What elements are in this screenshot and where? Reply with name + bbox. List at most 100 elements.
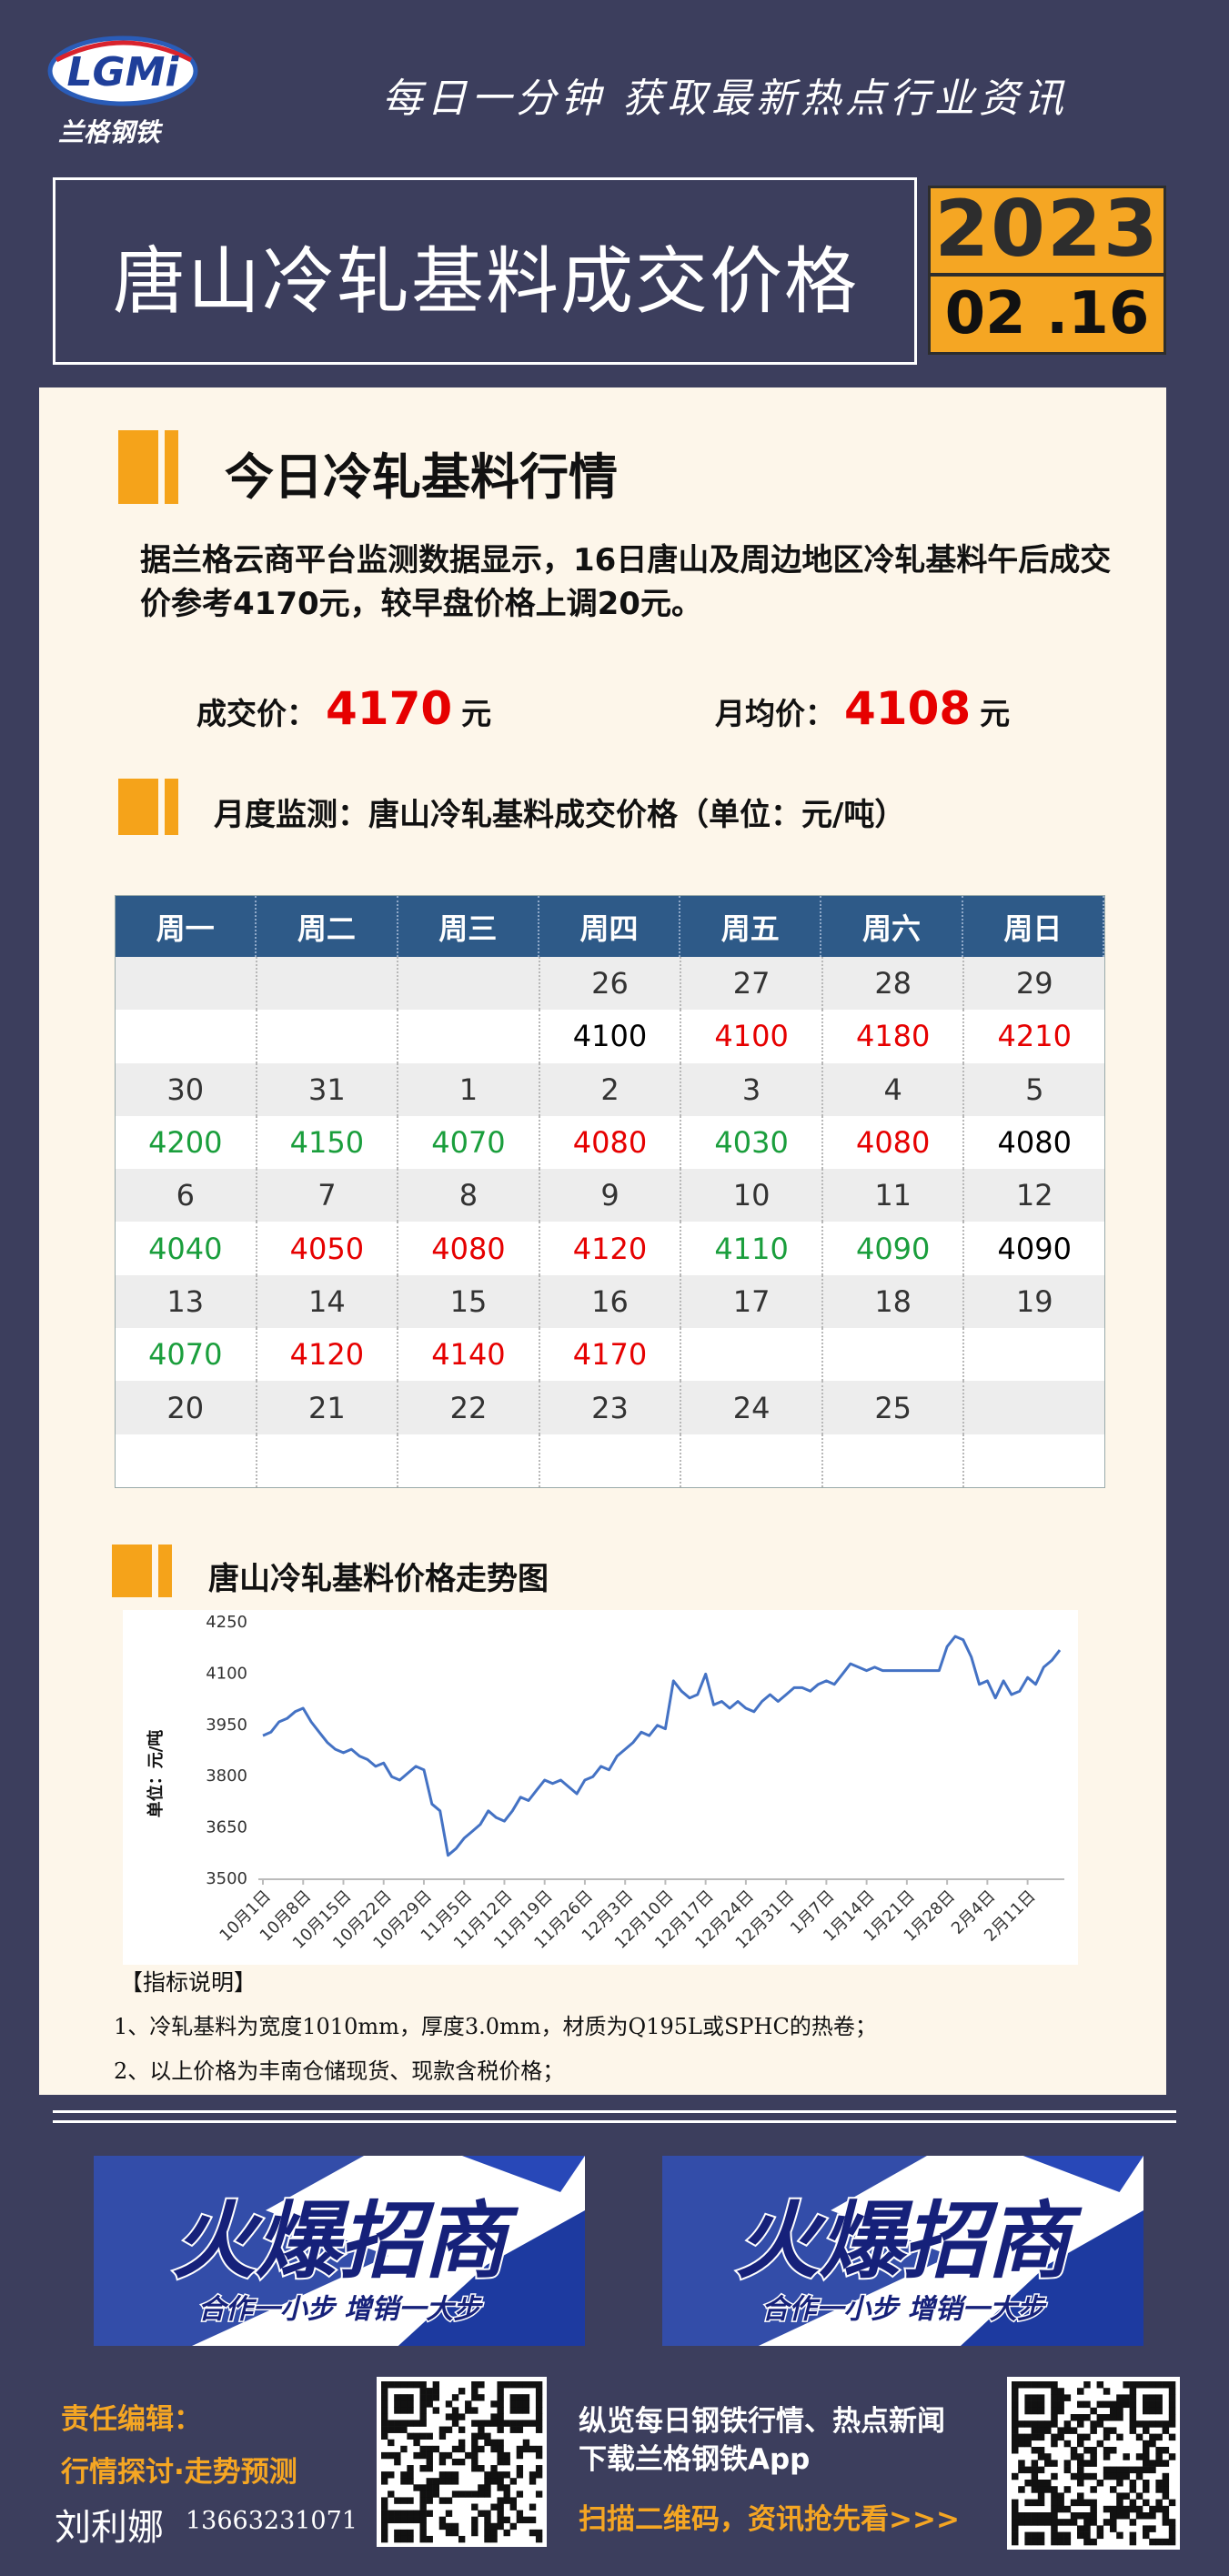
ink-splash	[462, 2156, 585, 2192]
qr-module	[1116, 2512, 1123, 2520]
qr-module	[1149, 2505, 1156, 2513]
qr-module	[1143, 2453, 1150, 2460]
table-cell: 10	[681, 1169, 823, 1223]
qr-module	[1037, 2400, 1045, 2409]
qr-module	[400, 2478, 408, 2485]
qr-module	[1012, 2472, 1019, 2480]
qr-module	[1051, 2505, 1058, 2513]
ad-title: 火爆招商	[172, 2192, 519, 2289]
qr-module	[1116, 2407, 1123, 2415]
qr-module	[1162, 2492, 1170, 2500]
qr-module	[1018, 2420, 1025, 2428]
qr-module	[1090, 2447, 1097, 2454]
qr-module	[1162, 2427, 1170, 2434]
qr-module	[1031, 2512, 1039, 2520]
qr-module	[1149, 2407, 1156, 2415]
qr-module	[1090, 2538, 1097, 2546]
editor-topic: 行情探讨·走势预测	[61, 2456, 297, 2489]
qr-module	[1110, 2486, 1117, 2493]
qr-module	[445, 2529, 453, 2537]
qr-module	[407, 2471, 414, 2479]
table-cell: 17	[681, 1274, 823, 1329]
qr-module	[1116, 2433, 1123, 2441]
qr-module	[1103, 2453, 1111, 2460]
qr-module	[1110, 2400, 1117, 2409]
qr-module	[1012, 2388, 1019, 2395]
qr-module	[535, 2381, 543, 2389]
qr-module	[1031, 2519, 1039, 2526]
qr-module	[1024, 2440, 1032, 2448]
qr-module	[445, 2471, 453, 2479]
qr-module	[484, 2516, 491, 2524]
qr-module	[1063, 2440, 1072, 2448]
qr-module	[1168, 2381, 1176, 2389]
qr-module	[1044, 2460, 1052, 2467]
qr-module	[426, 2497, 433, 2504]
qr-module	[535, 2420, 543, 2427]
qr-module	[1116, 2480, 1123, 2487]
qr-module	[497, 2522, 504, 2531]
qr-module	[1155, 2453, 1163, 2460]
qr-module	[1083, 2512, 1091, 2520]
qr-module	[1044, 2420, 1052, 2428]
qr-module	[432, 2407, 440, 2414]
table-cell: 28	[823, 957, 965, 1011]
qr-module	[478, 2394, 485, 2401]
qr-module	[1037, 2466, 1045, 2474]
qr-module	[1129, 2499, 1137, 2507]
qr-module	[458, 2388, 466, 2395]
qr-module	[426, 2388, 433, 2395]
qr-module	[419, 2522, 427, 2531]
qr-module	[394, 2497, 401, 2504]
ink-splash	[662, 2156, 952, 2346]
qr-module	[522, 2516, 530, 2524]
qr-module	[394, 2516, 401, 2524]
qr-module	[388, 2516, 395, 2524]
qr-module	[1077, 2453, 1084, 2460]
qr-module	[445, 2400, 453, 2408]
ink-splash	[960, 2210, 1143, 2346]
table-cell: 4050	[257, 1222, 399, 1275]
qr-module	[1057, 2407, 1064, 2415]
qr-module	[1044, 2381, 1052, 2389]
qr-module	[471, 2432, 479, 2440]
qr-module	[381, 2413, 388, 2420]
table-cell: 7	[257, 1169, 399, 1223]
qr-module	[413, 2484, 420, 2491]
qr-module	[509, 2407, 517, 2414]
qr-module	[1143, 2447, 1150, 2454]
qr-module	[400, 2510, 408, 2517]
qr-module	[1129, 2414, 1137, 2421]
qr-module	[1155, 2538, 1163, 2546]
qr-module	[1123, 2394, 1130, 2401]
qr-module	[1037, 2519, 1045, 2526]
qr-module	[438, 2458, 447, 2466]
qr-module	[503, 2471, 510, 2479]
qr-module	[1096, 2420, 1104, 2428]
qr-module	[1051, 2525, 1058, 2532]
qr-module	[1077, 2420, 1084, 2428]
qr-module	[516, 2490, 524, 2498]
qr-module	[503, 2420, 510, 2427]
empty-cell	[823, 1434, 965, 1487]
qr-module	[1024, 2420, 1032, 2428]
qr-module	[1110, 2447, 1117, 2454]
qr-module	[1051, 2460, 1058, 2467]
qr-module	[1057, 2427, 1064, 2434]
qr-module	[1110, 2525, 1117, 2532]
qr-module	[1155, 2400, 1163, 2409]
qr-module	[451, 2458, 459, 2466]
qr-module	[1018, 2486, 1025, 2493]
qr-module	[426, 2478, 433, 2485]
qr-module	[432, 2394, 440, 2401]
empty-cell	[116, 957, 257, 1011]
qr-module	[465, 2400, 472, 2408]
qr-module	[413, 2439, 420, 2447]
qr-module	[1149, 2400, 1156, 2409]
qr-module	[1110, 2407, 1117, 2415]
qr-module	[1083, 2447, 1091, 2454]
qr-module	[1168, 2420, 1176, 2428]
qr-module	[1090, 2453, 1097, 2460]
